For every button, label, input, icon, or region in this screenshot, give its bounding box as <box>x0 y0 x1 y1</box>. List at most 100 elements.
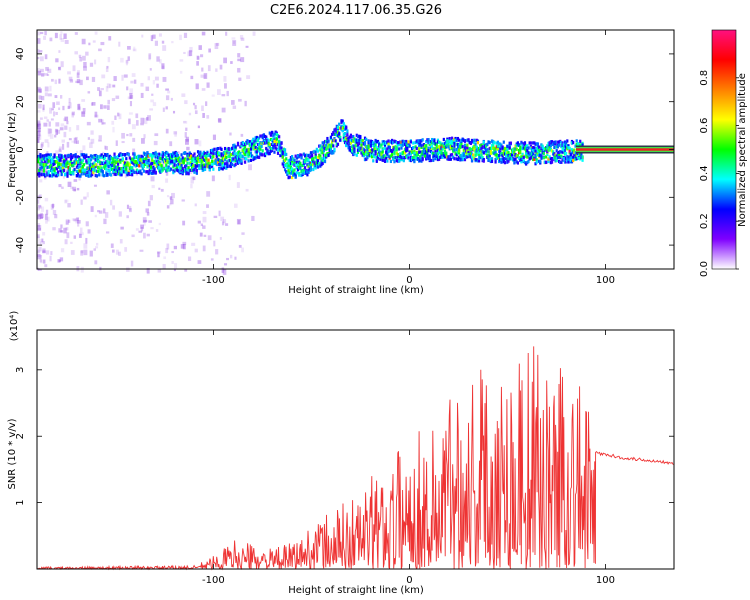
spectral-cell <box>296 154 300 158</box>
spectral-cell <box>455 148 458 152</box>
noise-speck <box>38 213 43 217</box>
spectral-cell <box>552 150 555 154</box>
spectral-cell <box>430 151 434 155</box>
spectral-cell <box>393 160 396 164</box>
noise-speck <box>152 102 157 107</box>
noise-speck <box>38 246 42 252</box>
spectral-cell <box>445 143 448 147</box>
spectral-cell <box>567 160 570 164</box>
noise-speck <box>165 106 168 110</box>
spectral-cell <box>358 146 361 150</box>
noise-speck <box>50 204 54 210</box>
spectral-cell <box>152 151 155 156</box>
spectral-cell <box>80 153 83 157</box>
noise-speck <box>190 75 194 80</box>
spectral-cell <box>87 161 90 165</box>
noise-speck <box>37 253 41 258</box>
spectral-cell <box>579 143 582 147</box>
spectral-cell <box>580 152 583 156</box>
spectral-cell <box>78 174 81 178</box>
spectral-cell <box>562 148 565 152</box>
noise-speck <box>101 74 106 79</box>
spectral-cell <box>160 169 163 173</box>
spectral-cell <box>392 148 395 152</box>
spectral-cell <box>223 162 227 166</box>
snr-y-tick-label: 1 <box>15 499 26 505</box>
spectral-cell <box>53 162 56 166</box>
spectral-cell <box>522 155 525 159</box>
spectral-cell <box>560 141 563 145</box>
spectral-cell <box>303 166 307 170</box>
spectral-cell <box>274 142 277 147</box>
spectral-cell <box>122 163 126 168</box>
spectral-cell <box>452 155 455 159</box>
spectral-cell <box>109 155 113 159</box>
noise-speck <box>67 105 70 110</box>
spectral-cell <box>575 157 578 161</box>
noise-speck <box>54 32 58 39</box>
spectral-cell <box>112 157 115 161</box>
noise-speck <box>77 104 81 111</box>
spectral-cell <box>481 149 484 154</box>
noise-speck <box>37 86 41 93</box>
spectral-cell <box>200 158 203 162</box>
spectral-cell <box>370 155 374 159</box>
spectral-cell <box>402 159 405 163</box>
spectral-cell <box>222 157 226 161</box>
spectral-cell <box>372 141 375 145</box>
noise-speck <box>46 216 50 222</box>
spectral-cell <box>501 146 504 150</box>
spectral-cell <box>187 172 190 176</box>
spectral-cell <box>156 156 160 160</box>
spectral-cell <box>94 158 97 162</box>
spectral-cell <box>497 156 501 160</box>
spectral-cell <box>572 140 575 145</box>
spectral-cell <box>567 145 570 150</box>
spectral-cell <box>361 147 364 151</box>
spectral-cell <box>181 156 184 160</box>
spectral-cell <box>184 151 187 155</box>
spectral-cell <box>191 159 194 163</box>
spectral-cell <box>422 145 425 149</box>
spectral-cell <box>581 143 584 147</box>
colorbar-tick-label: 0.2 <box>699 213 710 229</box>
spectral-cell <box>568 157 571 161</box>
spectral-cell <box>227 147 230 151</box>
spectral-cell <box>425 157 428 161</box>
noise-speck <box>44 168 48 173</box>
spectral-cell <box>443 146 447 150</box>
spectral-cell <box>176 156 180 160</box>
noise-speck <box>55 122 60 127</box>
spectral-cell <box>302 152 305 156</box>
noise-speck <box>37 254 41 260</box>
spectral-cell <box>119 160 122 164</box>
spectral-cell <box>91 154 94 158</box>
spectral-cell <box>426 138 429 142</box>
spectral-cell <box>225 166 228 170</box>
spectral-cell <box>323 153 327 157</box>
noise-speck <box>64 239 68 245</box>
spectral-cell <box>196 158 200 162</box>
spectral-cell <box>328 145 331 149</box>
spectral-cell <box>459 145 462 149</box>
spectral-cell <box>254 139 257 143</box>
noise-speck <box>64 125 68 130</box>
noise-speck <box>100 88 104 91</box>
spectral-cell <box>79 174 82 178</box>
spectral-cell <box>335 124 338 128</box>
spectral-cell <box>436 157 440 162</box>
spectral-cell <box>61 166 64 170</box>
spectral-cell <box>272 146 275 150</box>
noise-speck <box>131 234 135 238</box>
spectral-cell <box>568 155 571 159</box>
spectral-cell <box>44 174 47 178</box>
spectral-cell <box>47 169 50 174</box>
spectral-cell <box>496 144 500 148</box>
noise-speck <box>59 127 64 131</box>
spectral-cell <box>381 147 384 151</box>
spectral-cell <box>286 162 289 166</box>
noise-speck <box>140 92 144 98</box>
spectral-cell <box>489 159 492 163</box>
noise-speck <box>143 232 146 239</box>
spectral-cell <box>198 159 201 164</box>
